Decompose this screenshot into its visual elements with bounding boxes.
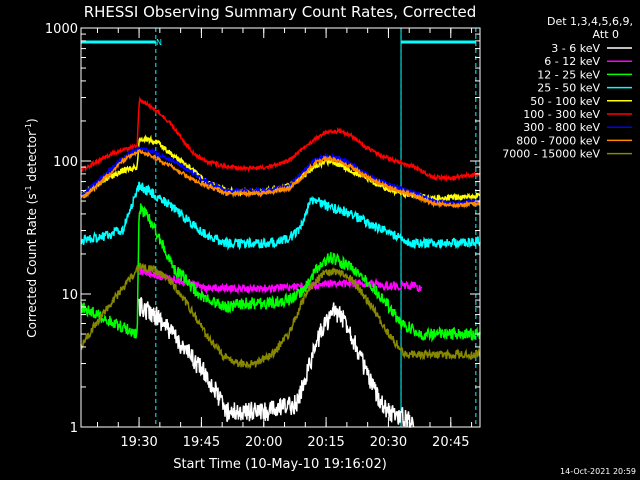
series-line-800-7000-kev — [80, 148, 481, 210]
legend-label-25-50-kev: 25 - 50 keV — [537, 82, 600, 95]
series-line-3-6-kev — [138, 296, 415, 428]
legend-label-100-300-kev: 100 - 300 keV — [523, 108, 600, 121]
series-line-25-50-kev — [80, 181, 481, 251]
y-axis-label: Corrected Count Rate (s-1 detector-1) — [24, 118, 39, 337]
y-tick-label: 1000 — [45, 22, 78, 37]
chart-title: RHESSI Observing Summary Count Rates, Co… — [84, 3, 477, 21]
x-tick-label: 19:30 — [120, 435, 157, 450]
x-axis: 19:30 19:45 20:00 20:15 20:30 20:45 — [97, 28, 473, 450]
x-tick-label: 20:45 — [432, 435, 469, 450]
series-line-7000-15000-kev — [80, 262, 481, 370]
legend-label-800-7000-kev: 800 - 7000 keV — [516, 134, 600, 147]
legend-header-line-2: Att 0 — [593, 28, 619, 41]
x-tick-label: 20:00 — [245, 435, 282, 450]
legend-header-line-1: Det 1,3,4,5,6,9, — [547, 15, 633, 28]
legend-label-50-100-kev: 50 - 100 keV — [530, 95, 600, 108]
y-axis: 1 10 100 1000 — [45, 22, 480, 436]
y-tick-label: 10 — [61, 288, 78, 303]
series-line-12-25-kev — [80, 203, 481, 343]
legend-label-12-25-kev: 12 - 25 keV — [537, 68, 600, 81]
plot-frame — [80, 27, 481, 428]
legend-label-6-12-kev: 6 - 12 keV — [544, 55, 600, 68]
legend-label-3-6-kev: 3 - 6 keV — [551, 42, 600, 55]
footer-timestamp: 14-Oct-2021 20:59 — [560, 467, 636, 476]
x-tick-label: 20:30 — [370, 435, 407, 450]
y-tick-label: 1 — [70, 421, 78, 436]
legend-label-7000-15000-kev: 7000 - 15000 keV — [502, 148, 600, 161]
series-group — [80, 96, 481, 428]
y-tick-label: 100 — [53, 155, 78, 170]
legend-label-300-800-kev: 300 - 800 keV — [523, 121, 600, 134]
night-marker-label: N — [156, 38, 162, 47]
series-line-100-300-kev — [80, 96, 481, 183]
x-tick-label: 19:45 — [183, 435, 220, 450]
x-tick-label: 20:15 — [307, 435, 344, 450]
x-axis-label: Start Time (10-May-10 19:16:02) — [173, 457, 387, 472]
